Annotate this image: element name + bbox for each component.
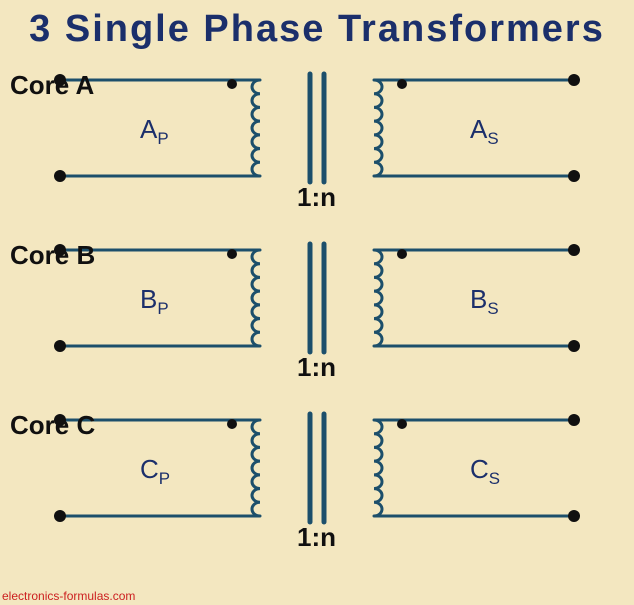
secondary-label-a: AS (470, 114, 499, 149)
ratio-label-c: 1:n (297, 522, 336, 553)
watermark: electronics-formulas.com (2, 589, 135, 603)
primary-label-a: AP (140, 114, 169, 149)
transformer-schematic (0, 0, 634, 605)
secondary-label-c: CS (470, 454, 500, 489)
primary-label-c: CP (140, 454, 170, 489)
primary-label-b: BP (140, 284, 169, 319)
secondary-label-b: BS (470, 284, 499, 319)
core-label-c: Core C (10, 410, 95, 441)
ratio-label-a: 1:n (297, 182, 336, 213)
ratio-label-b: 1:n (297, 352, 336, 383)
core-label-a: Core A (10, 70, 94, 101)
core-label-b: Core B (10, 240, 95, 271)
